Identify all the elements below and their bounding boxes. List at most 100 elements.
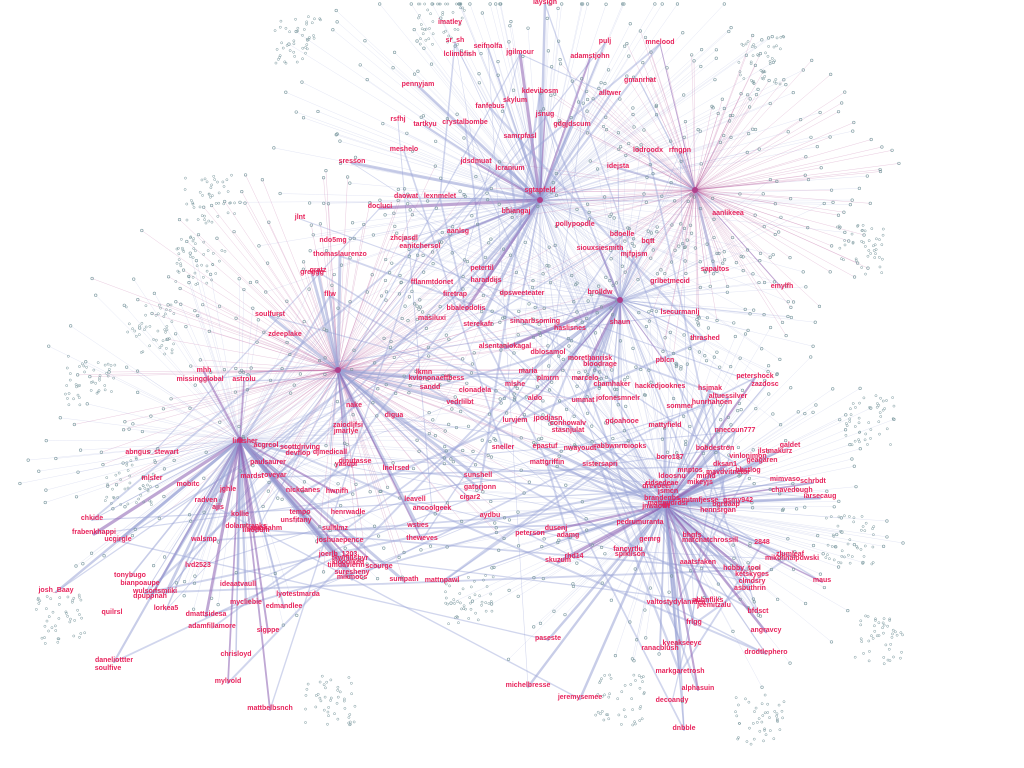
fan-edge [643,129,696,191]
major-edge [238,438,406,583]
leaf-node [647,368,651,372]
leaf-node [417,449,421,453]
leaf-node [878,265,882,269]
major-edge [647,151,696,191]
leaf-node [521,368,525,372]
fan-edge [551,189,696,193]
leaf-node [877,621,881,625]
leaf-node [572,414,576,418]
node-label: dpuppnah [133,593,167,600]
leaf-node [142,500,146,504]
leaf-node [123,420,127,424]
fan-edge [605,422,666,506]
leaf-node [862,241,865,244]
leaf-node [862,233,866,237]
leaf-node [870,227,874,230]
leaf-node [599,305,604,309]
node-label: pulj [599,38,611,45]
major-edge [544,3,759,614]
leaf-node [389,339,393,344]
leaf-node [216,603,220,607]
fan-edge [512,189,696,218]
node-label: brandenbs [644,495,680,502]
fan-edge [587,374,666,506]
leaf-node [247,599,252,603]
leaf-node [486,198,490,202]
leaf-node [132,277,136,281]
major-edge [664,504,823,583]
major-edge [205,501,581,700]
node-label: sgtapfeld [524,187,555,194]
major-edge [129,439,241,578]
leaf-node [864,432,868,436]
leaf-node [134,334,138,338]
fan-edge [337,345,548,371]
leaf-node [858,431,861,434]
fan-edge [539,140,671,201]
leaf-node [608,278,612,283]
fan-edge [203,369,339,513]
leaf-node [398,273,402,278]
leaf-node [613,653,618,658]
leaf-node [276,313,280,318]
fan-edge [619,299,700,353]
fan-edge [399,199,541,295]
leaf-node [746,561,750,565]
leaf-node [251,306,255,310]
fan-edge [239,388,378,441]
leaf-node [323,695,327,699]
node-label: marcelo [572,375,599,382]
fan-edge [508,41,541,201]
fan-edge [539,146,818,201]
major-edge [239,380,245,441]
leaf-node [526,26,530,30]
leaf-node [853,439,857,443]
leaf-node [144,304,148,308]
leaf-node [193,271,197,275]
leaf-node [840,530,844,534]
node-label: rhd14 [564,553,583,560]
leaf-node [760,720,764,724]
leaf-node [630,697,633,701]
major-edge [268,314,340,372]
fan-edge [180,304,241,441]
leaf-node [322,683,326,687]
node-label: ketskyges [735,571,769,578]
leaf-node [697,350,702,354]
leaf-node [603,421,608,425]
fan-edge [616,189,696,302]
leaf-node [507,518,512,522]
leaf-node [848,515,851,518]
fan-edge [539,199,542,439]
fan-edge [337,238,351,371]
node-label: siouxsiesmith [577,245,624,252]
fan-edge [539,49,702,201]
leaf-node [180,237,183,241]
leaf-node [631,723,635,727]
fan-edge [411,3,541,201]
fan-edge [444,446,666,506]
fan-edge [539,199,672,226]
leaf-node [438,383,442,387]
fan-edge [619,98,696,191]
fan-edge [664,448,861,506]
leaf-node [112,496,116,500]
fan-edge [337,280,386,371]
leaf-node [622,708,626,712]
leaf-node [650,308,654,313]
leaf-node [426,345,430,349]
node-label: lsecurmanlj [661,309,700,316]
leaf-node [121,461,125,465]
leaf-node [249,366,253,370]
leaf-node [766,702,770,706]
fan-edge [664,364,688,506]
major-edges-layer [54,2,823,731]
leaf-node [466,424,471,428]
leaf-node [203,177,207,181]
leaf-node [424,38,428,42]
fan-edge [539,199,549,367]
leaf-node [185,218,189,222]
leaf-node [819,166,823,170]
major-edge [705,477,753,584]
fan-edge [610,189,696,251]
